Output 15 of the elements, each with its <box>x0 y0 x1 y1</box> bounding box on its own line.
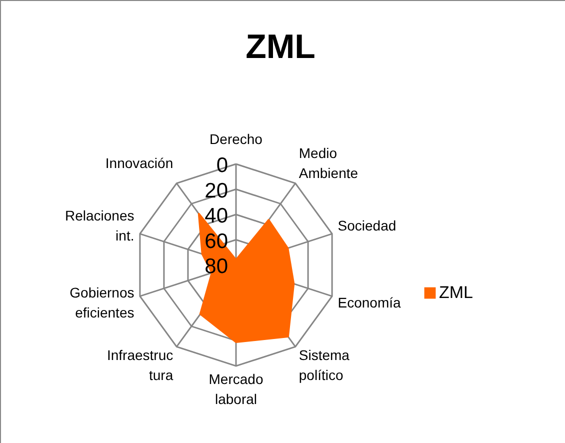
spoke-label: Medio Ambiente <box>298 144 358 181</box>
spoke-label: Gobiernos eficientes <box>70 284 134 321</box>
spoke-label: Relaciones int. <box>64 207 134 244</box>
spoke-label: Mercado laboral <box>208 371 264 407</box>
y-tick-label: 0 <box>216 154 228 177</box>
legend-label: ZML <box>439 283 473 302</box>
y-tick-label: 40 <box>204 204 228 228</box>
spoke-label: Sociedad <box>338 217 396 234</box>
spoke-label: Sistema político <box>298 347 350 384</box>
spoke-label: Infraestructura <box>106 347 174 384</box>
y-tick-label: 20 <box>204 179 228 202</box>
spoke-label: Derecho <box>210 131 263 147</box>
spoke-label: Economía <box>338 294 402 311</box>
chart-title: ZML <box>246 28 316 66</box>
spoke-label: Innovación <box>105 154 174 171</box>
